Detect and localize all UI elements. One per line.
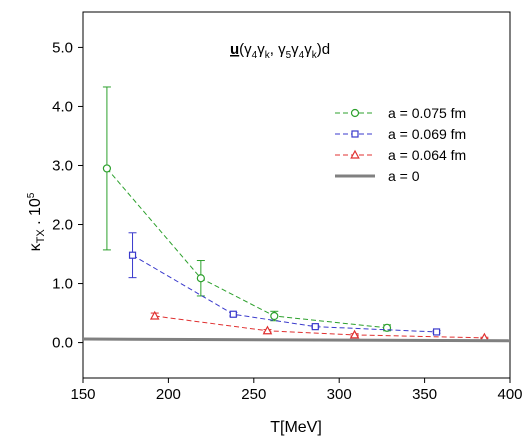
legend-label: a = 0.069 fm xyxy=(388,126,466,142)
legend-marker xyxy=(350,108,360,118)
title-gamma-2: γ xyxy=(291,41,299,58)
data-point xyxy=(102,164,112,173)
y-tick-label: 2.0 xyxy=(52,217,73,234)
title-sub-4a: 4 xyxy=(252,50,258,61)
x-tick-label: 200 xyxy=(156,386,181,403)
title-close: )d xyxy=(317,41,330,58)
x-tick-label: 350 xyxy=(412,386,437,403)
y-tick-label: 3.0 xyxy=(52,157,73,174)
legend-label: a = 0 xyxy=(388,168,420,184)
series-line xyxy=(106,168,388,329)
title-sub-5: 5 xyxy=(286,50,292,61)
y-axis-title: κTX . 105 xyxy=(26,192,47,251)
data-point xyxy=(270,311,279,321)
data-point xyxy=(432,328,441,336)
title-mid: , γ xyxy=(270,41,286,58)
ylabel-exp: 5 xyxy=(26,192,37,198)
title-gamma-3: γ xyxy=(304,41,312,58)
series-line xyxy=(132,254,437,333)
title-gamma-1: γ xyxy=(257,41,265,58)
y-tick-label: 1.0 xyxy=(52,276,73,293)
legend-marker xyxy=(351,130,359,138)
x-tick-label: 300 xyxy=(327,386,352,403)
data-point xyxy=(149,310,160,320)
legend-marker xyxy=(350,149,360,159)
series-triangle xyxy=(149,310,490,342)
series-line xyxy=(82,337,511,343)
data-point xyxy=(229,310,237,318)
plot-frame xyxy=(82,11,511,379)
legend-item: a = 0.069 fm xyxy=(335,126,466,142)
legend-item: a = 0 xyxy=(335,168,420,184)
x-tick-label: 250 xyxy=(241,386,266,403)
data-point xyxy=(196,274,205,283)
series-none xyxy=(82,337,511,343)
series-square xyxy=(128,232,441,336)
y-tick-label: 5.0 xyxy=(52,39,73,56)
x-tick-label: 150 xyxy=(70,386,95,403)
title-sub-k2: k xyxy=(312,50,318,61)
title-sub-4b: 4 xyxy=(299,50,305,61)
data-point xyxy=(262,325,273,335)
axis-ticks: 150 200 250 300 350 400 0.0 1.0 2.0 3.0 4.0 5.0 xyxy=(52,39,522,403)
series-layer xyxy=(82,86,511,343)
x-axis-title: T[MeV] xyxy=(270,419,322,436)
data-point xyxy=(128,251,137,259)
title-u: u xyxy=(230,41,239,58)
data-point xyxy=(349,329,360,339)
legend-item: a = 0.075 fm xyxy=(335,105,466,121)
chart-title: u(γ4γk, γ5γ4γk)d xyxy=(230,41,330,61)
legend: a = 0.075 fm a = 0.069 fm a = 0.064 fm a = … xyxy=(335,105,466,184)
data-point xyxy=(311,323,319,331)
title-open: (γ xyxy=(239,41,252,58)
title-sub-k1: k xyxy=(265,50,271,61)
series-circle xyxy=(102,86,392,332)
y-tick-label: 0.0 xyxy=(52,335,73,352)
x-tick-label: 400 xyxy=(497,386,522,403)
legend-item: a = 0.064 fm xyxy=(335,147,466,163)
ylabel-sub: TX xyxy=(35,229,47,244)
ylabel-kappa: κ xyxy=(27,242,44,251)
y-tick-label: 4.0 xyxy=(52,98,73,115)
legend-label: a = 0.075 fm xyxy=(388,105,466,121)
ylabel-dot: . 10 xyxy=(27,198,44,229)
legend-label: a = 0.064 fm xyxy=(388,147,466,163)
series-line xyxy=(154,315,485,339)
